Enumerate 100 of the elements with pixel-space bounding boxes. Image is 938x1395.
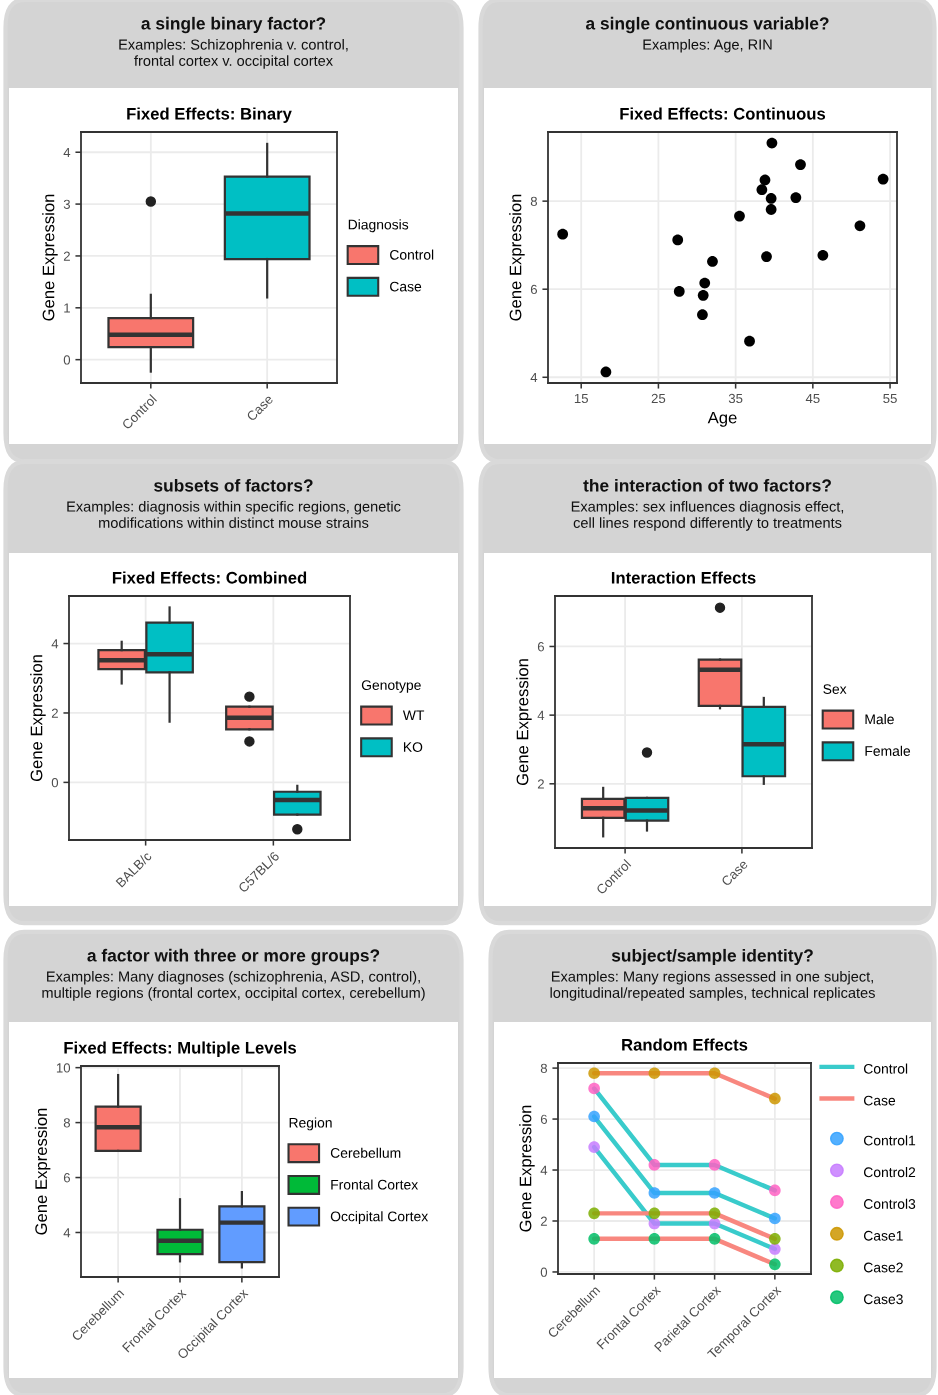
point bbox=[769, 1092, 781, 1105]
chart-title: Fixed Effects: Binary bbox=[127, 107, 292, 123]
point bbox=[588, 1207, 600, 1220]
x-tick-label: 45 bbox=[805, 393, 820, 404]
point bbox=[708, 1217, 721, 1230]
point bbox=[707, 256, 718, 267]
legend-label: Control2 bbox=[863, 1167, 916, 1178]
legend-label: KO bbox=[403, 742, 423, 752]
y-tick-label: 6 bbox=[63, 1173, 70, 1183]
point bbox=[697, 309, 708, 321]
legend-label: Female bbox=[865, 745, 911, 756]
y-tick-label: 4 bbox=[540, 1165, 548, 1175]
legend-label: Control1 bbox=[863, 1135, 916, 1146]
y-tick-label: 10 bbox=[56, 1063, 71, 1073]
y-tick-label: 1 bbox=[64, 303, 70, 313]
point bbox=[588, 1110, 600, 1123]
point bbox=[648, 1217, 661, 1230]
legend-title: Region bbox=[289, 1117, 332, 1131]
chart-title: Interaction Effects bbox=[611, 571, 756, 584]
chart-subtitle: Examples: sex influences diagnosis effect, cell lines respond differently to treatments bbox=[571, 501, 844, 531]
legend-label: Control bbox=[390, 249, 434, 260]
chart-title: Fixed Effects: Combined bbox=[112, 571, 307, 584]
y-tick-label: 8 bbox=[530, 196, 538, 207]
y-axis-title: Gene Expression bbox=[34, 1108, 51, 1235]
legend-title: Sex bbox=[823, 684, 847, 694]
y-tick-label: 2 bbox=[51, 708, 58, 718]
point bbox=[708, 1233, 721, 1245]
legend-label: Case bbox=[390, 281, 422, 292]
point bbox=[588, 1141, 600, 1153]
y-tick-label: 4 bbox=[530, 372, 538, 383]
point bbox=[648, 1187, 661, 1199]
y-axis-title: Gene Expression bbox=[42, 194, 58, 321]
y-tick-label: 8 bbox=[540, 1063, 548, 1074]
x-axis-title: Age bbox=[707, 411, 737, 427]
y-tick-label: 2 bbox=[537, 779, 544, 789]
x-tick-label: 35 bbox=[728, 393, 743, 404]
point bbox=[765, 204, 777, 215]
chart-title: Fixed Effects: Continuous bbox=[620, 107, 826, 120]
x-tick-label: 25 bbox=[651, 393, 666, 404]
legend-title: Genotype bbox=[361, 680, 421, 693]
point bbox=[769, 1243, 781, 1255]
point bbox=[769, 1184, 781, 1197]
point bbox=[708, 1159, 721, 1171]
point bbox=[795, 159, 806, 170]
chart-subtitle: Examples: Age, RIN bbox=[643, 39, 772, 53]
point bbox=[673, 286, 685, 297]
text: subsets of factors? bbox=[154, 478, 313, 492]
legend-label: Case2 bbox=[863, 1262, 903, 1273]
chart-title: Fixed Effects: Multiple Levels bbox=[64, 1041, 297, 1057]
chart-title: Random Effects bbox=[622, 1038, 748, 1051]
y-tick-label: 6 bbox=[540, 1114, 547, 1124]
chart-subtitle: Examples: Schizophrenia v. control, frontal cortex v. occipital cortex bbox=[119, 39, 348, 69]
point bbox=[588, 1082, 600, 1095]
point bbox=[648, 1207, 661, 1220]
point bbox=[648, 1233, 661, 1245]
point bbox=[759, 174, 771, 186]
point bbox=[744, 335, 755, 347]
text: subject/sample identity? bbox=[611, 948, 813, 966]
point bbox=[761, 251, 772, 262]
point bbox=[766, 137, 778, 149]
point bbox=[769, 1233, 781, 1245]
chart-subtitle: Examples: Many regions assessed in one subject, longitudinal/repeated samples, technical replicates bbox=[550, 971, 875, 1001]
point bbox=[648, 1159, 661, 1171]
y-tick-label: 3 bbox=[63, 199, 70, 209]
legend-label: Control bbox=[863, 1063, 908, 1074]
point bbox=[769, 1258, 781, 1271]
y-tick-label: 0 bbox=[540, 1267, 548, 1277]
legend-label: Case1 bbox=[863, 1230, 903, 1241]
point bbox=[817, 249, 829, 261]
point bbox=[648, 1067, 661, 1079]
y-tick-label: 4 bbox=[63, 147, 71, 158]
y-tick-label: 4 bbox=[63, 1228, 71, 1238]
x-tick-label: 15 bbox=[574, 393, 588, 404]
y-tick-label: 0 bbox=[63, 355, 71, 365]
y-axis-title: Gene Expression bbox=[509, 194, 525, 321]
point bbox=[699, 277, 711, 289]
y-tick-label: 6 bbox=[537, 642, 544, 652]
chart-subtitle: Examples: Many diagnoses (schizophrenia, ASD, control), multiple regions (frontal cortex, occipital cortex, cerebellum) bbox=[42, 971, 425, 1001]
legend-label: Control3 bbox=[863, 1198, 916, 1209]
point bbox=[588, 1067, 600, 1079]
y-tick-label: 4 bbox=[537, 710, 545, 720]
y-axis-title: Gene Expression bbox=[30, 655, 46, 782]
text: a factor with three or more groups? bbox=[87, 948, 380, 966]
point bbox=[877, 173, 889, 185]
y-tick-label: 4 bbox=[51, 639, 59, 649]
point bbox=[557, 228, 569, 240]
legend-label: Occipital Cortex bbox=[330, 1211, 429, 1225]
y-axis-title: Gene Expression bbox=[519, 1105, 535, 1232]
legend-label: Male bbox=[865, 714, 894, 725]
y-tick-label: 2 bbox=[63, 251, 70, 261]
point bbox=[708, 1067, 721, 1079]
y-tick-label: 6 bbox=[530, 284, 537, 295]
point bbox=[697, 289, 709, 301]
point bbox=[790, 192, 802, 203]
text: a single continuous variable? bbox=[585, 16, 829, 34]
point bbox=[769, 1212, 781, 1225]
legend-label: Cerebellum bbox=[330, 1147, 401, 1158]
point bbox=[756, 184, 768, 196]
chart-subtitle: Examples: diagnosis within specific regions, genetic modifications within distinct mouse strains bbox=[67, 501, 401, 528]
point bbox=[765, 193, 777, 204]
